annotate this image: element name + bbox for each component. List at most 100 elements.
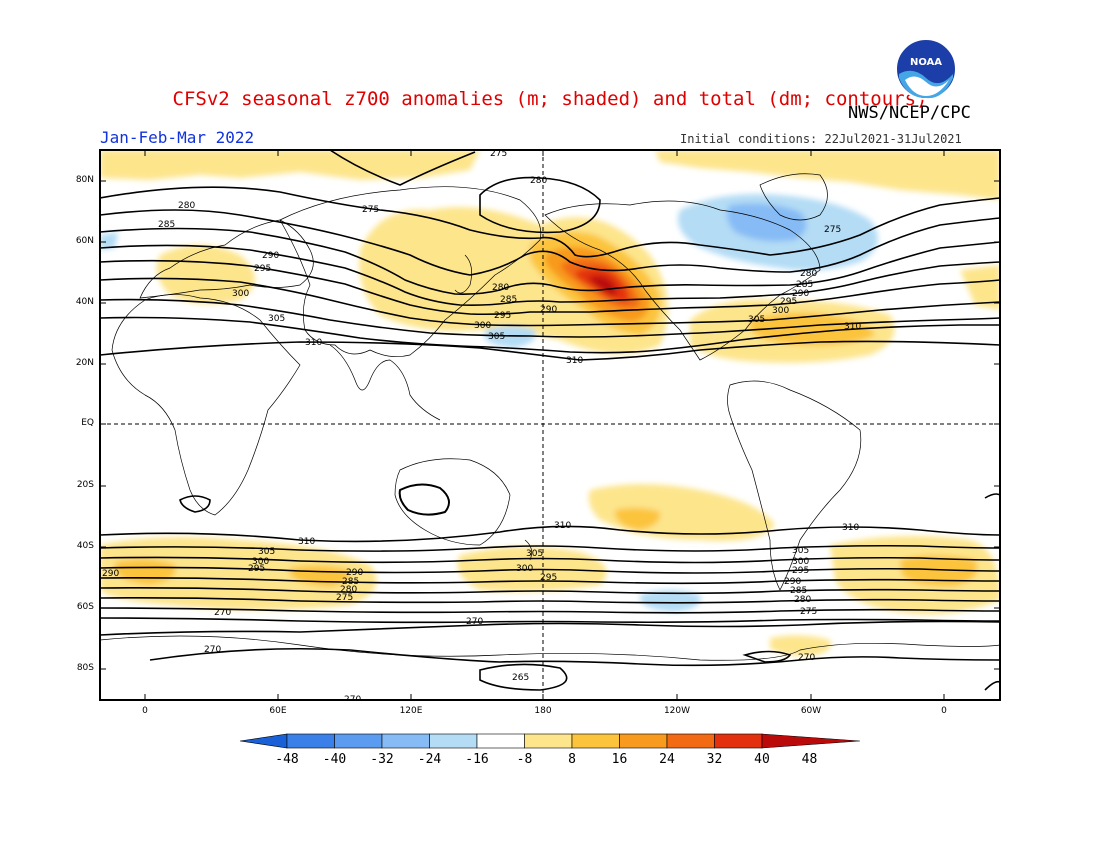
contour-label: 310 (566, 356, 583, 366)
colorbar-segment (571, 733, 620, 749)
forecast-period: Jan-Feb-Mar 2022 (100, 128, 255, 147)
longitude-label: 180 (534, 706, 552, 716)
colorbar-tick-label: 40 (754, 752, 770, 767)
contour-label: 275 (336, 593, 353, 603)
map-frame (99, 149, 1001, 701)
colorbar-tick-label: 8 (568, 752, 576, 767)
colorbar-segment (619, 733, 668, 749)
noaa-logo-icon: NOAA (895, 38, 957, 100)
coastlines (100, 173, 1000, 661)
anomaly-shading: 275 280 275 280 285 290 295 300 305 310 … (100, 149, 1000, 705)
longitude-label: 120E (399, 706, 423, 716)
colorbar-segment (429, 733, 478, 749)
contour-label: 305 (268, 314, 285, 324)
contour-label: 310 (554, 521, 571, 531)
contour-label: 270 (204, 645, 221, 655)
contour-label: 310 (842, 523, 859, 533)
contour-label: 310 (298, 537, 315, 547)
longitude-label: 0 (941, 706, 947, 716)
longitude-label: 120W (663, 706, 691, 716)
contours-north (100, 150, 1000, 361)
latitude-label: 60S (76, 602, 94, 612)
contour-label: 295 (248, 564, 265, 574)
contour-label: 295 (792, 566, 809, 576)
contour-label: 285 (500, 295, 517, 305)
contour-label: 280 (530, 176, 547, 186)
contour-label: 300 (232, 289, 249, 299)
contour-label: 300 (772, 306, 789, 316)
colorbar-segment (381, 733, 430, 749)
contour-label: 295 (540, 573, 557, 583)
axis-ticks (100, 150, 1000, 700)
contour-label: 285 (342, 577, 359, 587)
colorbar-min-arrow (239, 733, 288, 749)
contour-labels: 275 280 275 280 285 290 295 300 305 310 … (102, 149, 861, 705)
map-title: CFSv2 seasonal z700 anomalies (m; shaded… (172, 88, 928, 110)
latitude-label: 20N (75, 358, 94, 368)
latitude-label: 20S (76, 480, 94, 490)
contour-label: 275 (824, 225, 841, 235)
contour-label: 285 (796, 280, 813, 290)
contour-label: 300 (474, 321, 491, 331)
contour-label: 300 (252, 557, 269, 567)
longitude-label: 60W (800, 706, 822, 716)
colorbar-segment (524, 733, 573, 749)
contour-label: 310 (844, 322, 861, 332)
colorbar-segment (666, 733, 715, 749)
colorbar-tick-label: -16 (465, 752, 489, 767)
colorbar-tick-label: 32 (706, 752, 723, 767)
contour-label: 295 (780, 297, 797, 307)
contour-label: 290 (540, 305, 557, 315)
logo-text: NOAA (910, 57, 942, 68)
colorbar (239, 733, 861, 749)
contour-label: 275 (362, 205, 379, 215)
longitude-label: 60E (269, 706, 287, 716)
contour-label: 280 (800, 269, 817, 279)
contour-label: 305 (526, 549, 543, 559)
colorbar-segment (714, 733, 763, 749)
contour-label: 290 (784, 577, 801, 587)
colorbar-tick-label: -40 (322, 752, 347, 767)
contour-label: 285 (790, 586, 807, 596)
contour-label: 265 (512, 673, 529, 683)
contour-label: 305 (488, 332, 505, 342)
contour-label: 280 (492, 283, 509, 293)
contour-label: 280 (340, 585, 357, 595)
contour-label: 270 (344, 695, 361, 705)
latitude-label: 80S (76, 663, 94, 673)
colorbar-tick-label: -48 (275, 752, 299, 767)
latitude-label: EQ (81, 418, 94, 428)
colorbar-tick-label: -8 (516, 752, 533, 767)
contour-label: 305 (792, 546, 809, 556)
colorbar-tick-label: 16 (611, 752, 628, 767)
contour-label: 290 (262, 251, 279, 261)
colorbar-tick-label: -24 (417, 752, 442, 767)
contour-label: 300 (792, 557, 809, 567)
colorbar-max-arrow (761, 733, 861, 749)
contour-label: 290 (346, 568, 363, 578)
contour-label: 305 (258, 547, 275, 557)
agency-label: NWS/NCEP/CPC (848, 103, 971, 123)
contour-label: 280 (794, 595, 811, 605)
contour-label: 290 (102, 569, 119, 579)
contours-south (100, 493, 1000, 691)
contour-label: 270 (466, 617, 483, 627)
latitude-label: 60N (75, 236, 94, 246)
contour-label: 275 (490, 149, 507, 159)
contour-label: 295 (494, 311, 511, 321)
contour-label: 275 (800, 607, 817, 617)
contour-label: 300 (516, 564, 533, 574)
colorbar-tick-label: -32 (370, 752, 394, 767)
initial-conditions: Initial conditions: 22Jul2021-31Jul2021 (680, 132, 962, 146)
contour-label: 295 (254, 264, 271, 274)
colorbar-tick-label: 48 (801, 752, 818, 767)
contour-label: 290 (792, 289, 809, 299)
longitude-label: 0 (142, 706, 148, 716)
latitude-label: 80N (75, 175, 94, 185)
latitude-label: 40S (76, 541, 94, 551)
contour-label: 270 (798, 653, 815, 663)
contour-label: 310 (305, 338, 322, 348)
contour-label: 270 (214, 608, 231, 618)
contour-label: 305 (748, 315, 765, 325)
